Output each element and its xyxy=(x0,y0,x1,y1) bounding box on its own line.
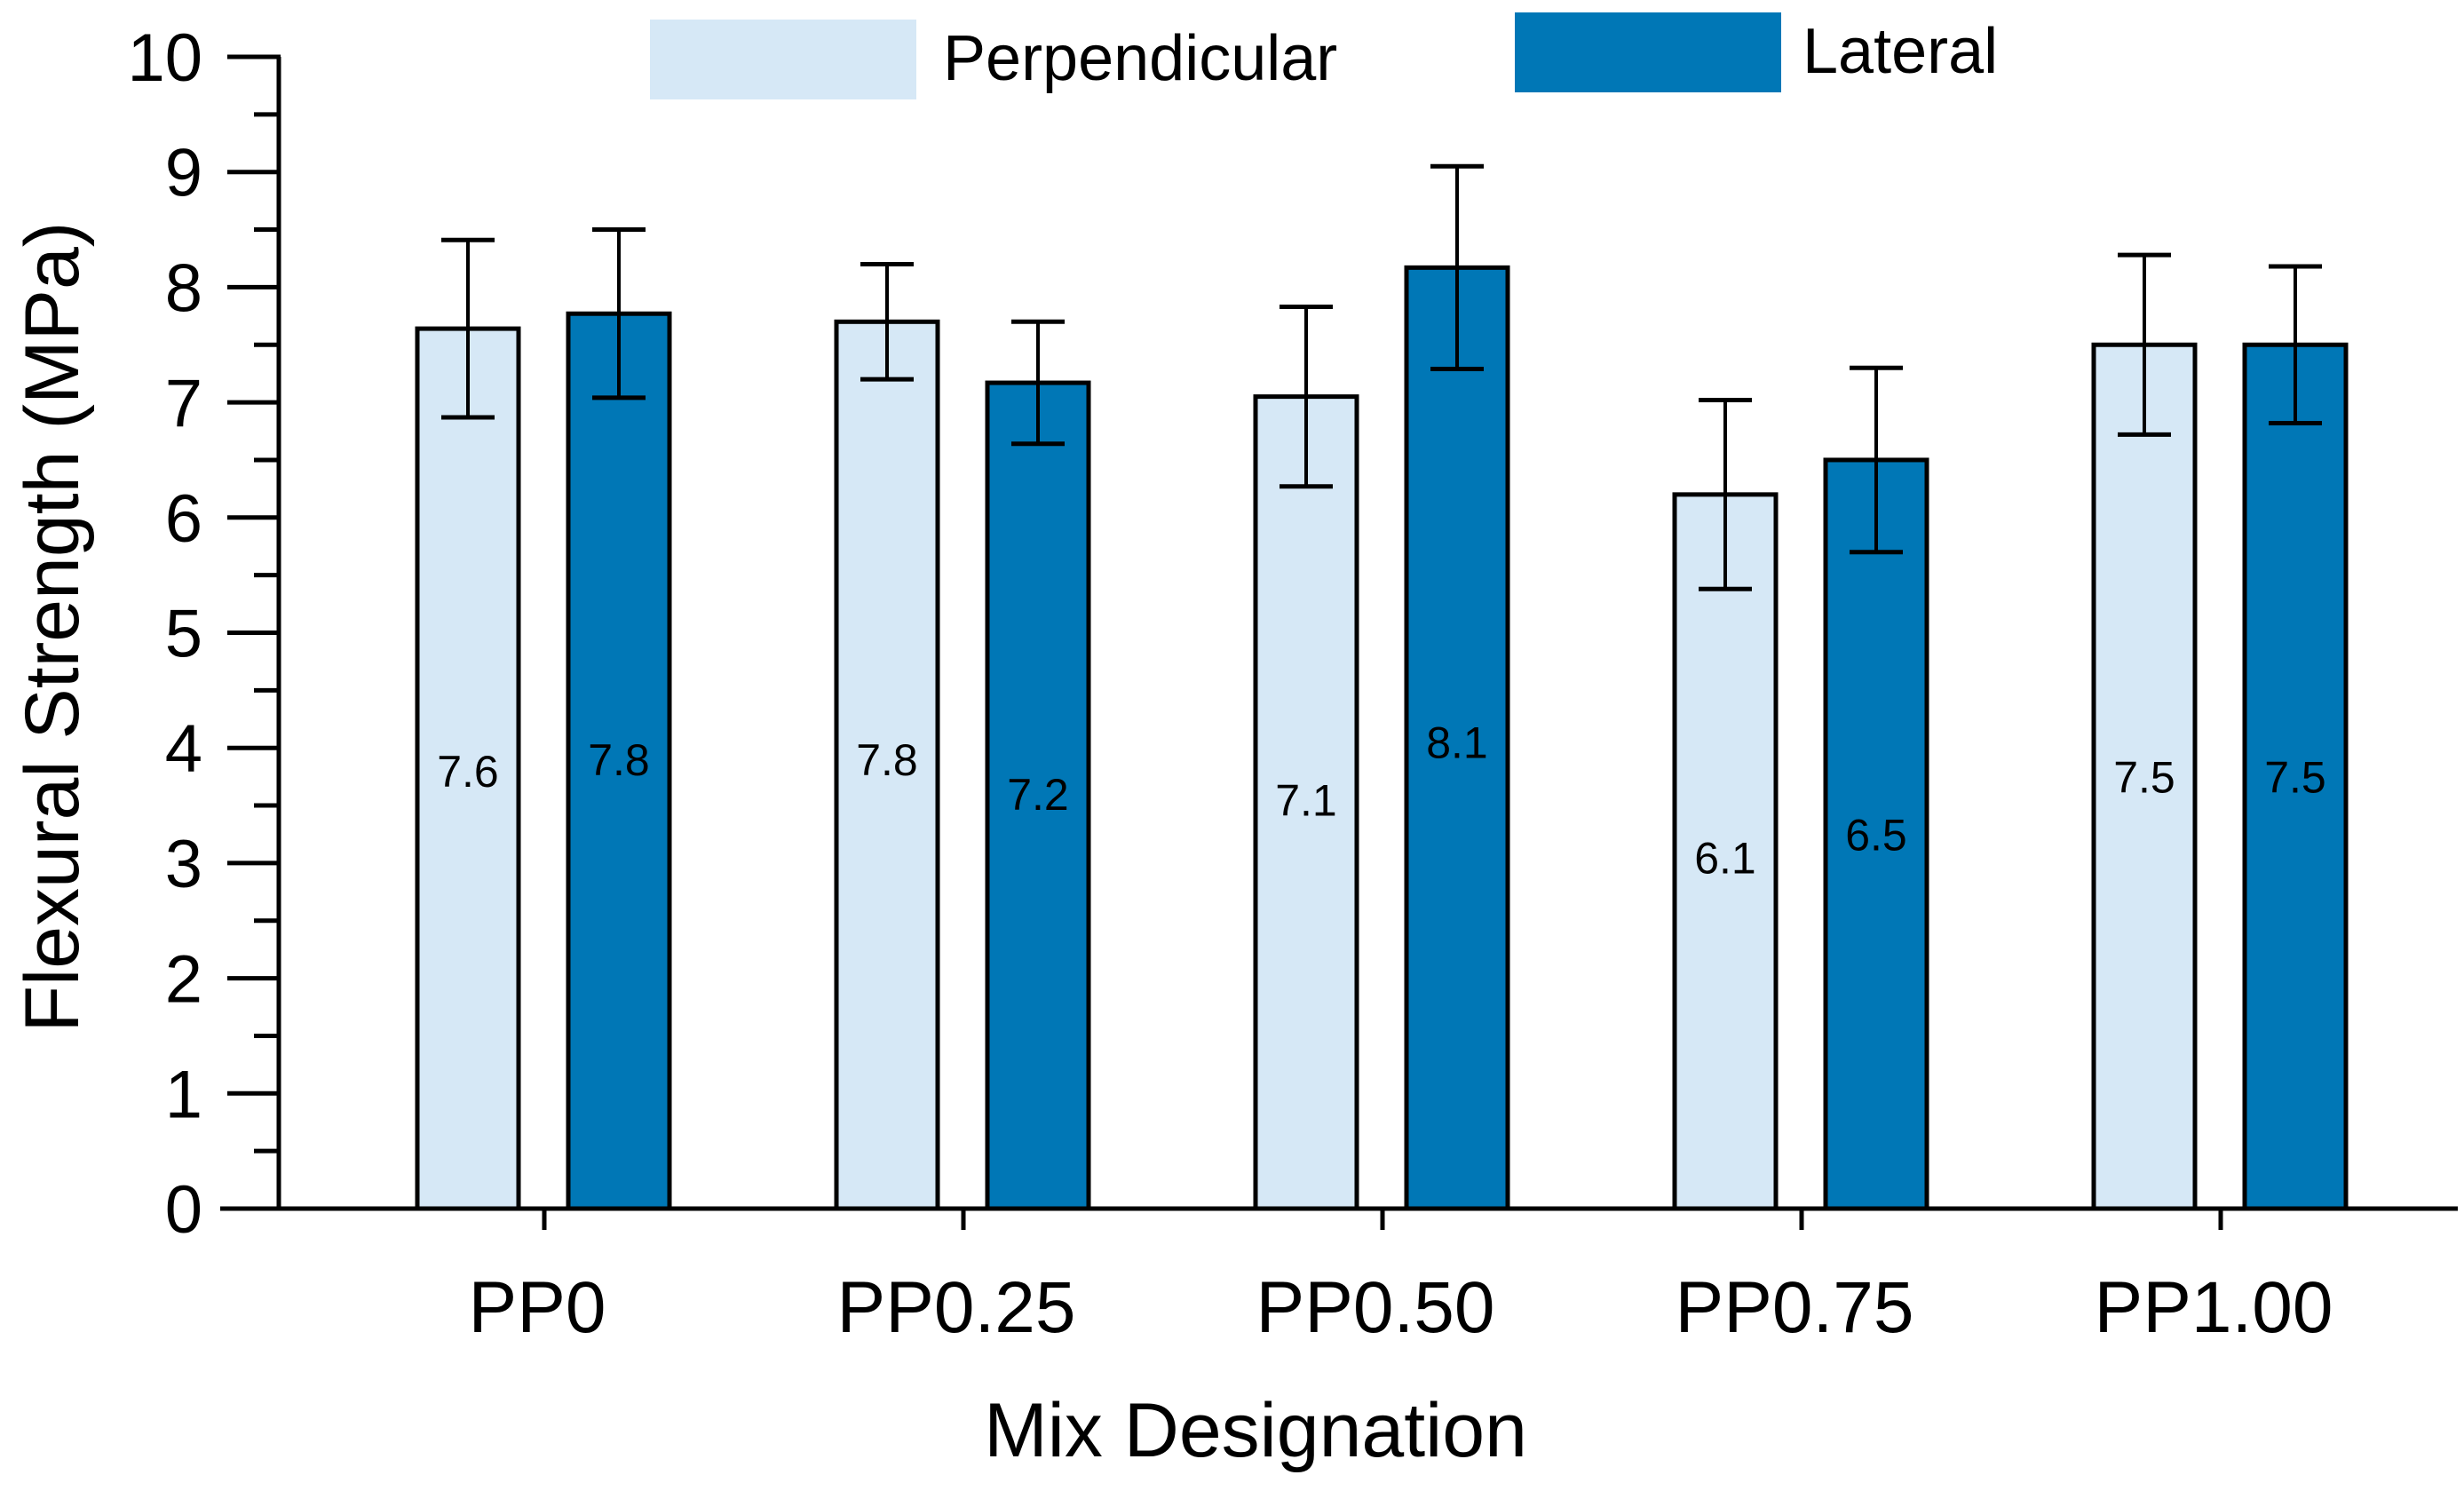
y-tick-label: 5 xyxy=(165,597,202,672)
y-tick-label: 0 xyxy=(165,1172,202,1248)
data-label-lateral-pp0-25: 7.2 xyxy=(1007,770,1069,820)
x-tick-label-pp0-50: PP0.50 xyxy=(1256,1267,1495,1348)
y-tick-label: 4 xyxy=(165,711,202,787)
y-tick-label: 3 xyxy=(165,827,202,902)
data-label-lateral-pp0: 7.8 xyxy=(588,735,650,785)
y-tick-label: 1 xyxy=(165,1057,202,1132)
bar-lateral-pp0 xyxy=(566,311,672,1211)
legend: Perpendicular Lateral xyxy=(650,12,1998,99)
x-tick-label-pp0: PP0 xyxy=(469,1267,606,1348)
y-tick-label: 6 xyxy=(165,481,202,557)
bar-perpendicular-pp0-25 xyxy=(834,319,940,1211)
y-axis-ticks: 0 1 2 3 4 5 6 7 8 9 10 xyxy=(127,20,281,1248)
data-label-perpendicular-pp0-25: 7.8 xyxy=(856,735,918,785)
y-axis-title: Flexural Strength (MPa) xyxy=(10,222,95,1033)
x-axis-title: Mix Designation xyxy=(984,1388,1527,1473)
y-tick-label: 10 xyxy=(127,20,202,96)
y-tick-label: 9 xyxy=(165,136,202,211)
x-axis-ticks: PP0 PP0.25 PP0.50 PP0.75 PP1.00 xyxy=(469,1209,2333,1348)
legend-swatch-perpendicular xyxy=(650,20,916,99)
x-tick-label-pp1-00: PP1.00 xyxy=(2095,1267,2333,1348)
y-tick-label: 8 xyxy=(165,250,202,326)
y-tick-label: 2 xyxy=(165,942,202,1018)
data-label-perpendicular-pp0-75: 6.1 xyxy=(1694,833,1756,883)
data-label-perpendicular-pp0-50: 7.1 xyxy=(1275,776,1337,826)
error-bars-layer xyxy=(441,163,2322,591)
bar-perpendicular-pp0-75 xyxy=(1672,492,1779,1211)
bar-lateral-pp0-50 xyxy=(1404,265,1510,1211)
legend-label-lateral: Lateral xyxy=(1802,16,1998,87)
data-label-lateral-pp0-75: 6.5 xyxy=(1845,810,1907,860)
x-tick-label-pp0-75: PP0.75 xyxy=(1676,1267,1914,1348)
bar-lateral-pp1-00 xyxy=(2242,342,2349,1211)
bars-layer xyxy=(415,265,2349,1211)
y-tick-label: 7 xyxy=(165,366,202,441)
x-tick-label-pp0-25: PP0.25 xyxy=(837,1267,1076,1348)
legend-swatch-lateral xyxy=(1515,12,1781,92)
legend-label-perpendicular: Perpendicular xyxy=(943,23,1337,94)
data-label-lateral-pp0-50: 8.1 xyxy=(1426,718,1488,768)
data-labels-layer: 7.6 7.8 7.1 6.1 7.5 7.8 7.2 8.1 6.5 7.5 xyxy=(437,718,2326,884)
data-label-perpendicular-pp0: 7.6 xyxy=(437,747,499,797)
bar-perpendicular-pp0 xyxy=(415,326,521,1211)
data-label-lateral-pp1-00: 7.5 xyxy=(2264,753,2326,803)
data-label-perpendicular-pp1-00: 7.5 xyxy=(2113,753,2175,803)
